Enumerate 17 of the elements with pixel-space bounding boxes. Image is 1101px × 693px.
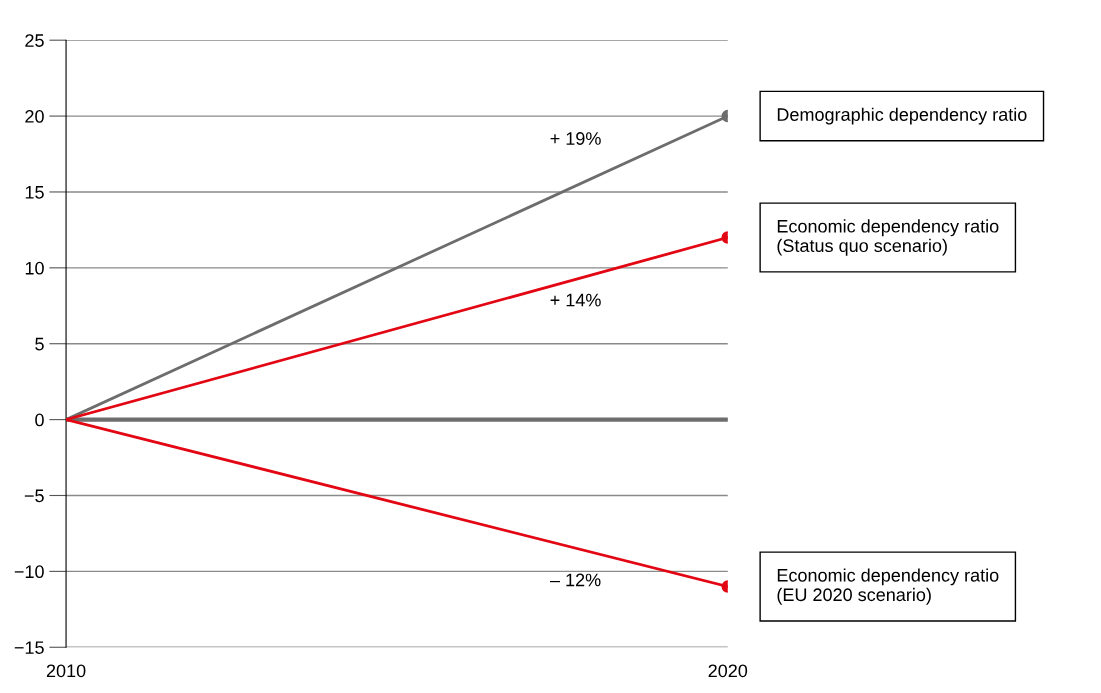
y-tick-label: 0	[35, 413, 44, 427]
y-tick-label: 25	[25, 34, 44, 47]
y-tick-label: 15	[25, 186, 44, 199]
y-tick-label: 5	[35, 337, 44, 351]
y-tick-label: −15	[14, 641, 44, 654]
y-tick-label: 20	[25, 110, 44, 123]
x-tick-label: 2010	[46, 664, 86, 678]
y-tick-label: 10	[25, 261, 44, 275]
x-tick-label: 2020	[708, 664, 748, 678]
text: Demographic dependency ratio	[777, 107, 1027, 125]
annotation: + 19%	[550, 132, 601, 145]
annotation: + 14%	[550, 293, 601, 307]
text: Economic dependency ratio (Status quo scenario)	[777, 219, 999, 256]
y-tick-label: −10	[14, 565, 44, 579]
text: Economic dependency ratio (EU 2020 scenario)	[777, 568, 999, 605]
annotation: – 12%	[549, 573, 601, 587]
y-tick-label: −5	[24, 489, 44, 503]
